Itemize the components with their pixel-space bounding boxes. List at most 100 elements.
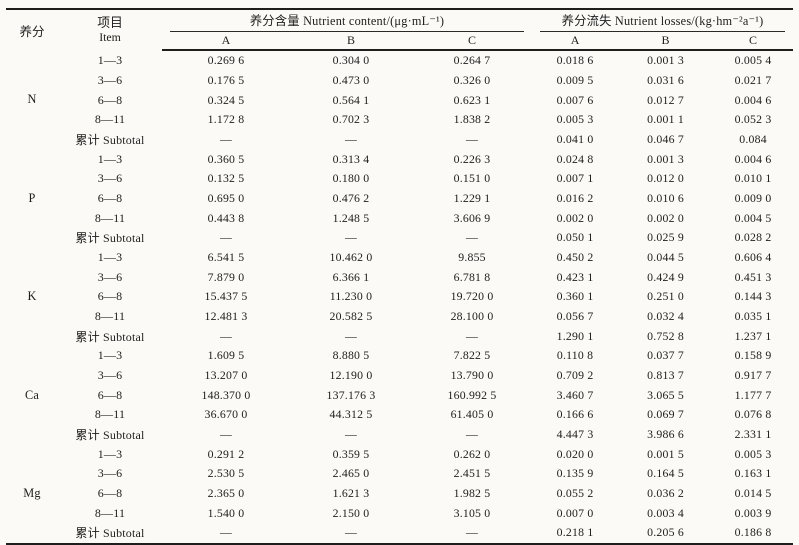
table-row: 3—6 0.176 5 0.473 0 0.326 0 0.009 5 0.031 6 0.… [6, 71, 793, 91]
header-nutrient: 养分 [19, 24, 45, 39]
item-cell: 1—3 [97, 52, 123, 67]
table-row: 6—8 0.695 0 0.476 2 1.229 1 0.016 2 0.010 6 0.… [6, 189, 793, 209]
losses-value-cell: 0.186 8 [734, 525, 772, 540]
content-value-cell: 0.324 5 [207, 92, 245, 107]
header-row-groups: 养分 项目 Item 养分含量 Nutrient content/(μg·mL⁻… [6, 9, 793, 43]
item-cell: 累计 Subtotal [75, 329, 145, 344]
losses-value-cell: 0.055 2 [556, 486, 594, 501]
content-value-cell: 3.606 9 [453, 210, 491, 225]
losses-value-cell: 0.021 7 [734, 73, 772, 87]
content-value-cell: 0.695 0 [207, 191, 245, 206]
content-value-cell: 1.248 5 [332, 210, 370, 225]
table-row: 8—11 0.443 8 1.248 5 3.606 9 0.002 0 0.002 0 0… [6, 208, 793, 228]
losses-value-cell: 0.450 2 [556, 250, 594, 265]
table-row: 累计 Subtotal — — — 4.447 3 3.986 6 2.331 1 [6, 425, 793, 445]
table-row: 累计 Subtotal — — — 0.050 1 0.025 9 0.028 2 [6, 228, 793, 248]
content-value-cell: 0.304 0 [332, 53, 370, 68]
losses-value-cell: 0.032 4 [647, 309, 684, 324]
losses-value-cell: 0.166 6 [556, 407, 594, 422]
content-value-cell: 61.405 0 [450, 407, 494, 422]
losses-value-cell: 0.031 6 [647, 73, 684, 87]
content-value-cell: 1.172 8 [207, 112, 245, 127]
content-value-cell: 2.365 0 [207, 486, 245, 501]
content-value-cell: 0.226 3 [453, 151, 491, 166]
table-row: 8—11 12.481 3 20.582 5 28.100 0 0.056 7 0.032… [6, 307, 793, 327]
header-losses-col-b: B [618, 32, 714, 51]
content-value-cell: 0.269 6 [207, 53, 245, 68]
losses-value-cell: 0.024 8 [556, 151, 594, 166]
header-content-group: 养分含量 Nutrient content/(μg·mL⁻¹) [162, 9, 532, 32]
losses-value-cell: 0.035 1 [734, 309, 772, 324]
content-value-cell: 12.481 3 [204, 309, 248, 324]
header-content-group-label: 养分含量 Nutrient content/(μg·mL⁻¹) [170, 11, 525, 32]
losses-value-cell: 0.009 5 [556, 73, 594, 87]
item-cell: 3—6 [97, 73, 123, 87]
content-value-cell: — [345, 427, 357, 442]
content-value-cell: 0.359 5 [332, 446, 370, 461]
item-cell: 1—3 [97, 348, 123, 363]
item-cell: 8—11 [94, 112, 126, 127]
content-value-cell: — [466, 328, 479, 343]
content-value-cell: — [345, 132, 357, 147]
table-row: 6—8 2.365 0 1.621 3 1.982 5 0.055 2 0.036 2 0.… [6, 484, 793, 504]
content-value-cell: 36.670 0 [204, 407, 248, 422]
content-value-cell: — [220, 230, 232, 245]
losses-value-cell: 0.423 1 [556, 269, 594, 284]
table-row: 3—6 13.207 0 12.190 0 13.790 0 0.709 2 0.813 … [6, 366, 793, 386]
content-value-cell: — [466, 427, 479, 442]
losses-value-cell: 0.005 3 [734, 446, 772, 461]
content-value-cell: — [466, 132, 479, 147]
content-value-cell: — [220, 132, 232, 147]
losses-value-cell: 0.001 3 [647, 53, 684, 68]
losses-value-cell: 0.037 7 [647, 348, 684, 363]
content-value-cell: 1.229 1 [453, 191, 491, 206]
table-row: Ca 1—3 1.609 5 8.880 5 7.822 5 0.110 8 0.037 7… [6, 346, 793, 401]
losses-value-cell: 3.065 5 [647, 387, 684, 402]
content-value-cell: 0.476 2 [332, 191, 370, 206]
losses-value-cell: 0.004 5 [734, 210, 772, 225]
content-value-cell: 7.879 0 [207, 269, 245, 284]
content-value-cell: — [345, 328, 357, 343]
table-row: 3—6 2.530 5 2.465 0 2.451 5 0.135 9 0.164 5 0.… [6, 464, 793, 484]
content-value-cell: 6.541 5 [207, 250, 245, 265]
losses-value-cell: 0.005 3 [556, 112, 594, 127]
losses-value-cell: 0.158 9 [734, 348, 772, 363]
losses-value-cell: 0.005 4 [734, 53, 772, 68]
nutrient-cell: Ca [24, 387, 40, 402]
losses-value-cell: 0.010 6 [647, 191, 684, 206]
losses-value-cell: 0.018 6 [556, 53, 594, 68]
losses-value-cell: 0.164 5 [647, 466, 684, 481]
losses-value-cell: 0.424 9 [647, 269, 684, 284]
header-item: 项目 Item [58, 9, 162, 50]
losses-value-cell: 0.205 6 [647, 525, 684, 540]
table-row: 3—6 0.132 5 0.180 0 0.151 0 0.007 1 0.012 0 0.… [6, 169, 793, 189]
losses-value-cell: 0.001 5 [647, 446, 684, 461]
table-body: N 1—3 0.269 6 0.304 0 0.264 7 0.018 6 0.001 3 0… [6, 50, 793, 544]
nutrient-table: 养分 项目 Item 养分含量 Nutrient content/(μg·mL⁻… [6, 8, 794, 545]
content-value-cell: 0.443 8 [207, 210, 245, 225]
losses-value-cell: 0.044 5 [647, 250, 684, 265]
losses-value-cell: 0.084 [739, 132, 767, 147]
losses-value-cell: 0.001 3 [647, 151, 684, 166]
content-value-cell: — [220, 427, 232, 442]
header-losses-col-a: A [532, 32, 619, 51]
losses-value-cell: 0.050 1 [556, 230, 594, 245]
item-cell: 8—11 [94, 210, 126, 225]
losses-value-cell: 0.606 4 [734, 250, 772, 265]
losses-value-cell: 0.036 2 [647, 486, 684, 501]
content-value-cell: — [345, 525, 357, 540]
losses-value-cell: 0.135 9 [556, 466, 594, 481]
losses-value-cell: 0.012 7 [647, 92, 684, 107]
nutrient-cell: Mg [23, 486, 41, 501]
header-losses-group-label: 养分流失 Nutrient losses/(kg·hm⁻²a⁻¹) [540, 11, 786, 32]
losses-value-cell: 0.451 3 [734, 269, 772, 284]
losses-value-cell: 0.069 7 [647, 407, 684, 422]
item-cell: 8—11 [94, 505, 126, 520]
losses-value-cell: 0.056 7 [556, 309, 594, 324]
header-content-col-c: C [412, 32, 533, 51]
losses-value-cell: 0.028 2 [734, 230, 772, 245]
nutrient-cell: P [28, 191, 36, 206]
content-value-cell: 0.132 5 [207, 171, 245, 186]
losses-value-cell: 0.002 0 [647, 210, 684, 225]
